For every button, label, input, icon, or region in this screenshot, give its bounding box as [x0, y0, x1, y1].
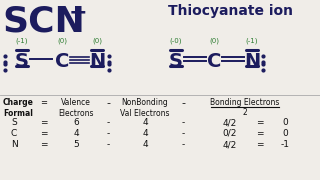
Text: =: =: [40, 129, 48, 138]
Text: -: -: [106, 118, 110, 127]
Text: Bonding Electrons: Bonding Electrons: [210, 98, 280, 107]
Text: (0): (0): [57, 38, 67, 44]
Text: NonBonding
Val Electrons: NonBonding Val Electrons: [120, 98, 170, 118]
Text: -: -: [106, 140, 110, 149]
Text: S: S: [169, 52, 183, 71]
Text: =: =: [40, 140, 48, 149]
Text: -: -: [106, 129, 110, 138]
Text: C: C: [11, 129, 17, 138]
Text: (0): (0): [209, 38, 219, 44]
Text: =: =: [40, 118, 48, 127]
Text: =: =: [256, 118, 264, 127]
Text: 4: 4: [73, 129, 79, 138]
Text: -: -: [106, 98, 110, 108]
Text: 0: 0: [282, 129, 288, 138]
Text: 2: 2: [243, 108, 247, 117]
Text: (0): (0): [92, 38, 102, 44]
Text: 4: 4: [142, 118, 148, 127]
Text: SCN: SCN: [2, 4, 85, 38]
Text: N: N: [244, 52, 260, 71]
Text: 4: 4: [142, 129, 148, 138]
Text: Charge
Formal: Charge Formal: [3, 98, 34, 118]
Text: -: -: [181, 118, 185, 127]
Text: -1: -1: [281, 140, 290, 149]
Text: C: C: [207, 52, 221, 71]
Text: Valence
Electrons: Valence Electrons: [58, 98, 94, 118]
Text: N: N: [89, 52, 105, 71]
Text: S: S: [15, 52, 29, 71]
Text: C: C: [55, 52, 69, 71]
Text: Thiocyanate ion: Thiocyanate ion: [168, 4, 293, 18]
Text: (-1): (-1): [246, 38, 258, 44]
Text: −: −: [69, 2, 88, 22]
Text: =: =: [256, 140, 264, 149]
Text: 4/2: 4/2: [223, 118, 237, 127]
Text: 0: 0: [282, 118, 288, 127]
Text: (-0): (-0): [170, 38, 182, 44]
Text: S: S: [11, 118, 17, 127]
Text: =: =: [41, 98, 47, 107]
Text: (-1): (-1): [16, 38, 28, 44]
Text: 0/2: 0/2: [223, 129, 237, 138]
Text: -: -: [181, 140, 185, 149]
Text: -: -: [181, 98, 185, 108]
Text: N: N: [11, 140, 17, 149]
Text: 4: 4: [142, 140, 148, 149]
Text: 6: 6: [73, 118, 79, 127]
Text: 5: 5: [73, 140, 79, 149]
Text: -: -: [181, 129, 185, 138]
Text: 4/2: 4/2: [223, 140, 237, 149]
Text: =: =: [256, 129, 264, 138]
